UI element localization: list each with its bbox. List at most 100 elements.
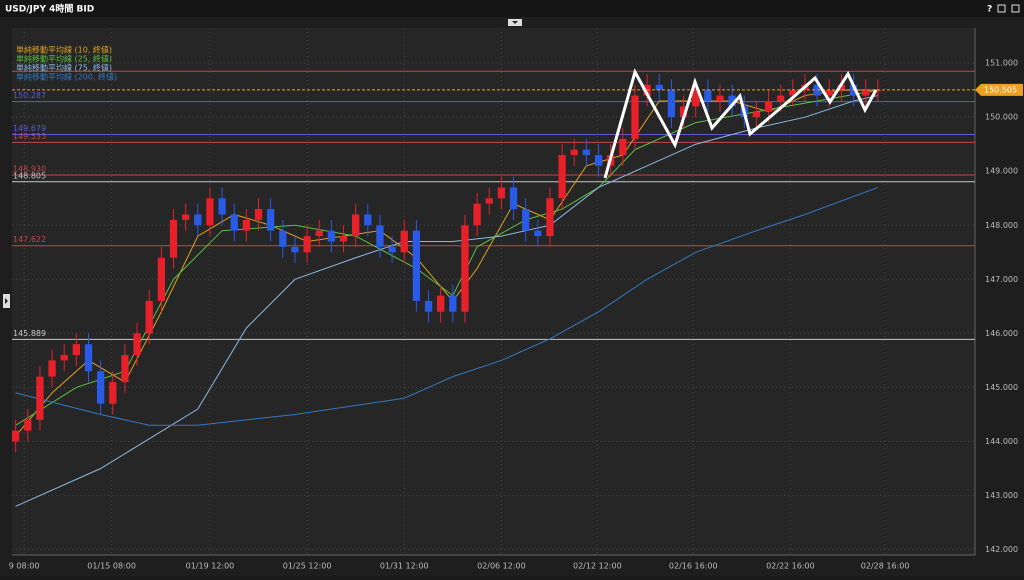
candle-body — [12, 430, 20, 442]
candle-body — [145, 300, 153, 334]
candle-body — [339, 236, 348, 242]
candle-body — [461, 225, 469, 312]
y-tick-label: 146.000 — [985, 329, 1018, 338]
candle-body — [230, 214, 238, 231]
candle-body — [534, 230, 542, 237]
level-label: 150.287 — [13, 91, 46, 100]
moving-average-line — [15, 186, 879, 426]
candle-body — [303, 236, 311, 253]
x-tick-label: 02/16 16:00 — [669, 562, 718, 571]
candle-body — [291, 246, 299, 253]
level-label: 148.805 — [13, 171, 46, 180]
x-tick-label: 02/06 12:00 — [477, 562, 526, 571]
y-tick-label: 143.000 — [985, 491, 1018, 500]
candle-body — [570, 149, 578, 156]
legend-entry: 単純移動平均線 (200, 終値) — [16, 72, 117, 82]
candle-body — [254, 209, 263, 220]
candle-body — [825, 90, 833, 96]
candle-body — [182, 214, 190, 220]
y-tick-label: 151.000 — [985, 59, 1018, 68]
maximize-button[interactable] — [997, 4, 1006, 13]
candle-body — [752, 111, 761, 118]
plot-area — [12, 28, 975, 555]
candle-body — [485, 198, 493, 204]
y-tick-label: 142.000 — [985, 545, 1018, 554]
close-button[interactable] — [1011, 4, 1020, 13]
candle-body — [267, 209, 275, 231]
candle-body — [352, 214, 360, 237]
x-tick-label: 01/15 08:00 — [87, 562, 136, 571]
window-title: USD/JPY 4時間 BID — [5, 3, 94, 15]
candle-body — [400, 230, 408, 253]
candle-body — [72, 344, 81, 356]
candle-body — [449, 295, 457, 312]
candle-body — [716, 95, 724, 101]
candle-body — [522, 209, 530, 231]
legend-entry: 単純移動平均線 (25, 終値) — [16, 54, 112, 64]
candle-body — [546, 198, 554, 237]
candle-body — [862, 90, 870, 96]
candle-body — [24, 419, 32, 431]
level-label: 148.930 — [13, 165, 46, 174]
x-tick-label: 02/12 12:00 — [573, 562, 622, 571]
candle-body — [777, 95, 785, 101]
candle-body — [242, 219, 251, 231]
level-label: 147.622 — [13, 235, 46, 244]
x-tick-label: 01/25 12:00 — [283, 562, 332, 571]
candle-body — [667, 90, 676, 118]
candle-body — [509, 187, 518, 210]
plot: 142.000 143.000 144.000 145.000 146.000 147.0… — [9, 28, 1023, 571]
candle-body — [194, 214, 202, 226]
zigzag-annotation — [603, 68, 878, 179]
candle-body — [582, 149, 591, 156]
candle-body — [157, 257, 166, 301]
legend-entry: 単純移動平均線 (75, 終値) — [16, 63, 112, 73]
candle-body — [789, 90, 797, 96]
candle-body — [36, 376, 44, 420]
x-tick-label: 9 08:00 — [9, 562, 40, 571]
candle-body — [133, 333, 141, 356]
candle-body — [497, 187, 506, 199]
level-label: 145.889 — [13, 329, 46, 338]
title-bar — [0, 0, 1024, 17]
candle-body — [121, 355, 129, 383]
candle-body — [837, 84, 846, 91]
help-button[interactable]: ? — [987, 5, 992, 15]
x-tick-label: 02/28 16:00 — [861, 562, 910, 571]
candle-body — [692, 90, 700, 107]
level-label: 149.679 — [13, 124, 46, 133]
legend-entry: 単純移動平均線 (10, 終値) — [16, 45, 112, 55]
candle-body — [631, 95, 639, 139]
candle-body — [437, 295, 445, 312]
candle-body — [315, 230, 323, 237]
candle-body — [764, 100, 773, 112]
last-price-tag — [975, 83, 1023, 96]
collapse-icon — [512, 21, 518, 24]
y-tick-label: 149.000 — [985, 167, 1018, 176]
side-icon — [5, 298, 8, 304]
y-tick-label: 150.000 — [985, 113, 1018, 122]
candle-body — [594, 155, 603, 166]
x-tick-label: 01/31 12:00 — [380, 562, 429, 571]
candle-body — [364, 214, 372, 226]
moving-average-line — [15, 95, 878, 507]
y-tick-label: 144.000 — [985, 437, 1018, 446]
y-tick-label: 148.000 — [985, 221, 1018, 230]
candle-body — [558, 155, 566, 199]
x-tick-label: 02/22 16:00 — [766, 562, 815, 571]
candle-body — [655, 84, 663, 91]
candle-body — [84, 344, 93, 372]
candle-body — [97, 371, 105, 404]
candle-body — [206, 198, 214, 226]
candle-body — [874, 90, 882, 92]
candle-body — [704, 90, 712, 101]
candle-body — [109, 382, 117, 404]
candle-body — [279, 230, 287, 247]
candle-body — [376, 225, 384, 247]
candle-body — [169, 219, 178, 258]
x-tick-label: 01/19 12:00 — [186, 562, 235, 571]
candle-body — [473, 203, 481, 226]
candle-body — [327, 230, 336, 242]
candle-body — [388, 246, 396, 253]
candle-body — [412, 230, 421, 301]
